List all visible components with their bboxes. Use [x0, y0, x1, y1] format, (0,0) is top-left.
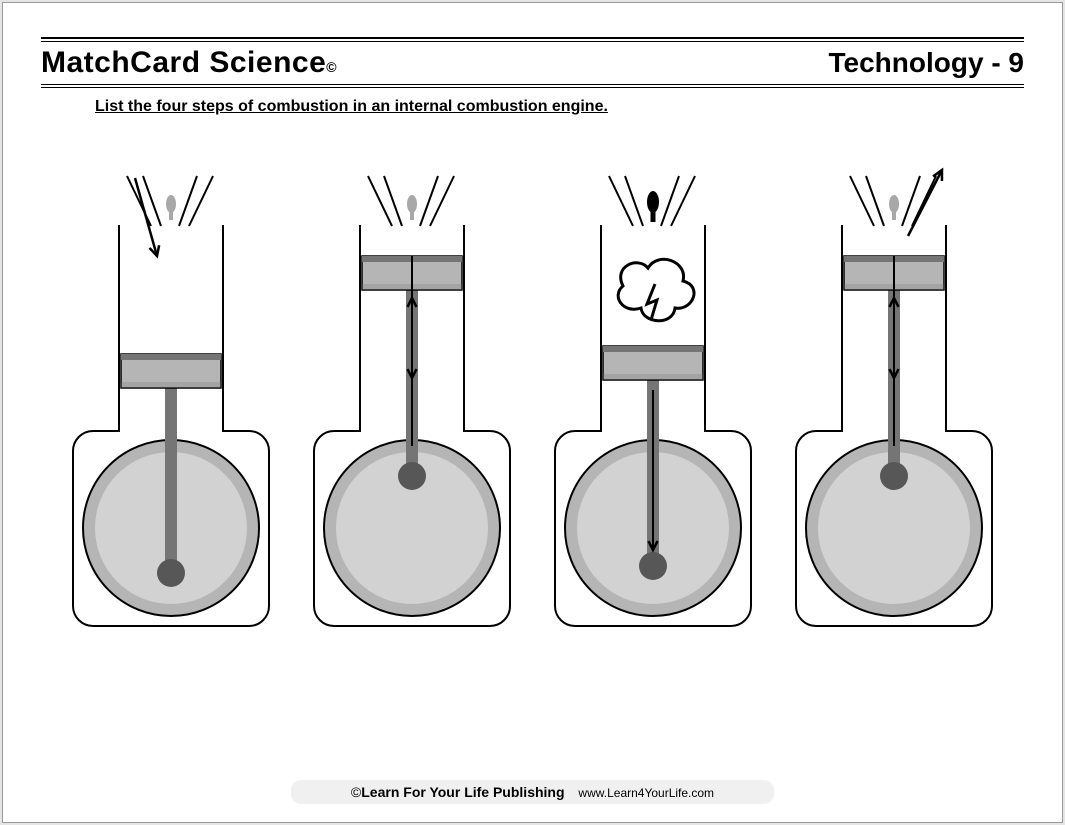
diagram-compression	[302, 166, 522, 636]
header: MatchCard Science© Technology - 9	[41, 46, 1024, 80]
engine-diagram	[61, 166, 281, 641]
footer-copy: ©	[351, 784, 361, 800]
rule-top	[41, 37, 1024, 42]
title-left: MatchCard Science©	[41, 46, 337, 80]
engine-diagram	[543, 166, 763, 641]
engine-diagram	[784, 166, 1004, 641]
footer-url: www.Learn4YourLife.com	[578, 786, 714, 800]
instruction-text: List the four steps of combustion in an …	[95, 98, 1024, 116]
page: MatchCard Science© Technology - 9 List t…	[2, 2, 1063, 823]
diagram-intake	[61, 166, 281, 636]
rule-mid	[41, 84, 1024, 88]
footer: ©Learn For Your Life Publishing www.Lear…	[3, 780, 1062, 804]
footer-publisher: Learn For Your Life Publishing	[361, 784, 564, 800]
diagram-exhaust	[784, 166, 1004, 636]
diagram-row	[41, 166, 1024, 641]
title-mark: ©	[326, 59, 337, 75]
engine-diagram	[302, 166, 522, 641]
diagram-power	[543, 166, 763, 636]
title-right: Technology - 9	[829, 47, 1025, 79]
title-main: MatchCard Science	[41, 46, 326, 79]
footer-inner: ©Learn For Your Life Publishing www.Lear…	[291, 780, 774, 804]
